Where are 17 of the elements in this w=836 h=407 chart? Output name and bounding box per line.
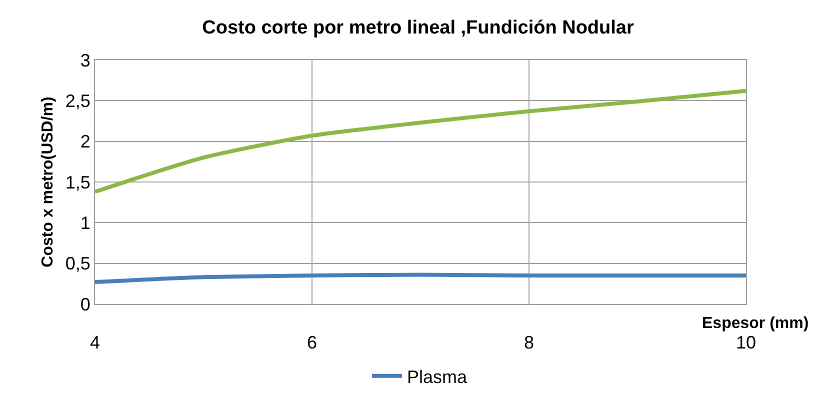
y-axis-title: Costo x metro(USD/m) — [39, 96, 56, 268]
y-tick-label: 1,5 — [65, 172, 90, 192]
x-axis-title: Espesor (mm) — [702, 315, 809, 332]
y-tick-label: 2 — [80, 132, 90, 152]
x-tick-label: 8 — [524, 332, 534, 353]
y-tick-label: 3 — [80, 50, 90, 70]
x-tick-label: 4 — [90, 332, 100, 353]
y-tick-label: 0 — [80, 294, 90, 314]
line-series — [95, 88, 746, 194]
y-tick-label: 2,5 — [65, 90, 90, 111]
x-tick-label: 10 — [736, 332, 756, 353]
legend-label: Plasma — [407, 366, 468, 387]
x-tick-label: 6 — [306, 332, 318, 353]
y-tick-label: 1 — [80, 212, 90, 233]
y-tick-label: 0,5 — [65, 254, 90, 274]
chart-title: Costo corte por metro lineal ,Fundición Nodular — [202, 18, 634, 39]
line-series — [95, 272, 746, 284]
